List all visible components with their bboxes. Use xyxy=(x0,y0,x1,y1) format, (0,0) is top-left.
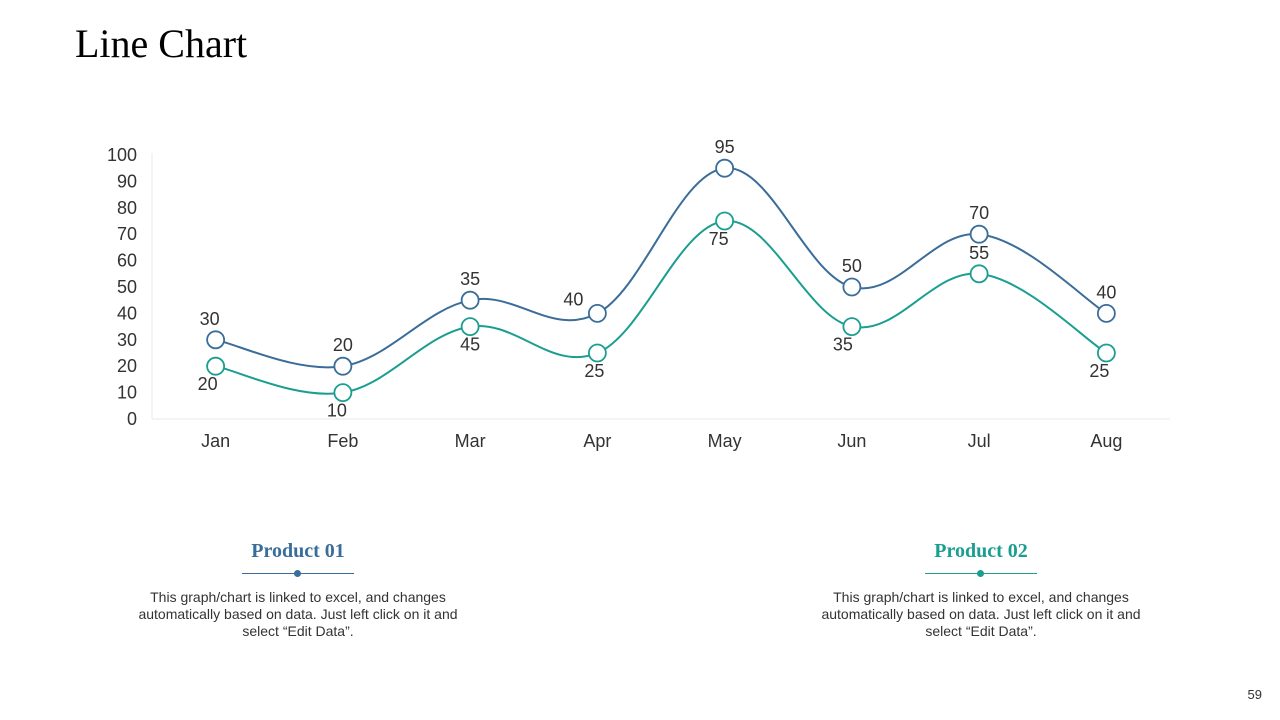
data-point-product-02 xyxy=(1096,343,1116,363)
y-tick-label: 80 xyxy=(117,198,137,218)
legend-product-01: Product 01 This graph/chart is linked to… xyxy=(138,540,458,640)
x-tick-label: Feb xyxy=(327,431,358,451)
data-point-product-02 xyxy=(842,317,862,337)
y-tick-label: 100 xyxy=(107,145,137,165)
data-point-product-02 xyxy=(587,343,607,363)
data-point-product-01 xyxy=(460,290,480,310)
data-label-product-01: 50 xyxy=(842,256,862,276)
data-label-product-02: 75 xyxy=(709,229,729,249)
data-label-product-01: 20 xyxy=(333,335,353,355)
x-tick-label: May xyxy=(708,431,742,451)
series-line-product-02 xyxy=(215,219,1107,395)
data-point-product-02 xyxy=(969,264,989,284)
y-tick-label: 50 xyxy=(117,277,137,297)
y-tick-label: 90 xyxy=(117,171,137,191)
data-point-product-01 xyxy=(587,303,607,323)
data-label-product-02: 25 xyxy=(584,361,604,381)
x-tick-label: Jul xyxy=(968,431,991,451)
data-point-product-01 xyxy=(1096,303,1116,323)
y-tick-label: 0 xyxy=(127,409,137,429)
page-title: Line Chart xyxy=(75,21,248,66)
data-label-product-01: 95 xyxy=(715,137,735,157)
data-label-product-01: 40 xyxy=(563,289,583,309)
y-tick-label: 40 xyxy=(117,303,137,323)
x-tick-label: Jan xyxy=(201,431,230,451)
y-tick-label: 10 xyxy=(117,383,137,403)
data-point-product-01 xyxy=(715,158,735,178)
data-label-product-02: 10 xyxy=(327,401,347,421)
legend-divider-product-02 xyxy=(925,569,1037,579)
x-tick-label: Jun xyxy=(837,431,866,451)
legend-divider-product-01 xyxy=(242,569,354,579)
data-point-product-01 xyxy=(969,224,989,244)
y-tick-label: 60 xyxy=(117,251,137,271)
data-point-product-02 xyxy=(460,317,480,337)
legend-description-product-01: This graph/chart is linked to excel, and… xyxy=(138,589,458,639)
data-point-product-02 xyxy=(333,383,353,403)
data-label-product-01: 40 xyxy=(1096,282,1116,302)
x-tick-label: Aug xyxy=(1090,431,1122,451)
data-label-product-02: 35 xyxy=(833,335,853,355)
legend-dot-icon xyxy=(294,570,301,577)
x-tick-label: Apr xyxy=(583,431,611,451)
y-tick-label: 30 xyxy=(117,330,137,350)
data-label-product-02: 25 xyxy=(1089,361,1109,381)
legend-dot-icon xyxy=(977,570,984,577)
data-label-product-01: 30 xyxy=(200,309,220,329)
y-tick-label: 70 xyxy=(117,224,137,244)
data-label-product-01: 35 xyxy=(460,269,480,289)
data-point-product-01 xyxy=(206,330,226,350)
page-number: 59 xyxy=(1247,687,1262,702)
data-point-product-02 xyxy=(206,356,226,376)
data-label-product-02: 45 xyxy=(460,335,480,355)
series-line-product-01 xyxy=(215,167,1107,369)
data-label-product-02: 20 xyxy=(198,374,218,394)
data-point-product-01 xyxy=(842,277,862,297)
data-label-product-01: 70 xyxy=(969,203,989,223)
legend-title-product-02: Product 02 xyxy=(934,540,1028,562)
data-point-product-01 xyxy=(333,356,353,376)
legend-description-product-02: This graph/chart is linked to excel, and… xyxy=(821,589,1141,639)
y-tick-label: 20 xyxy=(117,356,137,376)
data-point-product-02 xyxy=(715,211,735,231)
legend-title-product-01: Product 01 xyxy=(251,540,345,562)
legend-product-02: Product 02 This graph/chart is linked to… xyxy=(821,540,1141,640)
data-label-product-02: 55 xyxy=(969,243,989,263)
x-tick-label: Mar xyxy=(455,431,486,451)
